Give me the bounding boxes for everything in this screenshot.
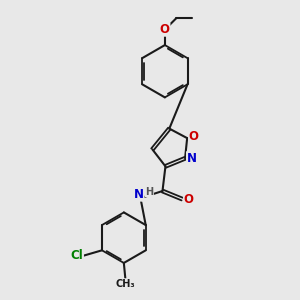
Text: O: O (189, 130, 199, 143)
Text: H: H (145, 187, 154, 196)
Text: N: N (187, 152, 196, 165)
Text: CH₃: CH₃ (116, 279, 135, 289)
Text: O: O (160, 23, 170, 36)
Text: Cl: Cl (70, 249, 83, 262)
Text: N: N (134, 188, 144, 201)
Text: O: O (184, 193, 194, 206)
